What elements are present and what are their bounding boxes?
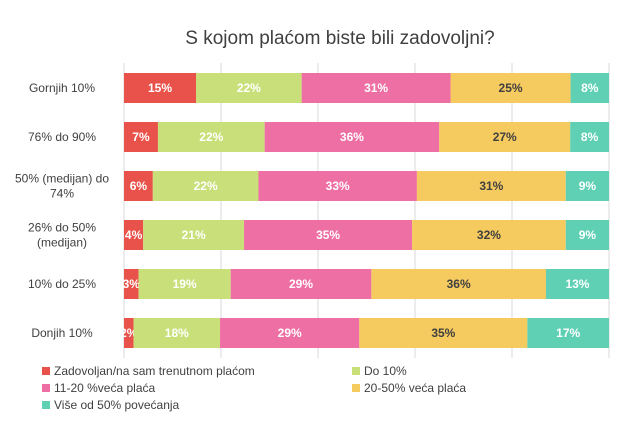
bar-segment bbox=[301, 73, 451, 103]
data-label: 9% bbox=[579, 228, 597, 242]
data-label: 22% bbox=[237, 81, 261, 95]
bar-segment bbox=[545, 269, 609, 299]
data-label: 3% bbox=[123, 277, 141, 291]
bar-segment bbox=[124, 73, 197, 103]
data-label: 32% bbox=[477, 228, 501, 242]
bar-segment bbox=[244, 220, 413, 250]
data-label: 36% bbox=[447, 277, 471, 291]
bar-segment bbox=[124, 318, 134, 348]
category-labels: Gornjih 10% 76% do 90% 50% (medijan) do 74%… bbox=[15, 81, 109, 340]
legend-swatch bbox=[42, 367, 50, 375]
bar-segment bbox=[138, 269, 231, 299]
bar-segment bbox=[412, 220, 566, 250]
legend-label: Zadovoljan/na sam trenutnom plaćom bbox=[54, 364, 255, 378]
bar-segment bbox=[359, 318, 528, 348]
bar-segment bbox=[124, 269, 139, 299]
data-label: 13% bbox=[565, 277, 589, 291]
data-label: 15% bbox=[148, 81, 172, 95]
legend-swatch bbox=[352, 384, 360, 392]
bar-segment bbox=[124, 171, 153, 201]
category-label: Donjih 10% bbox=[31, 326, 93, 340]
bar-segment bbox=[450, 73, 571, 103]
category-label: Gornjih 10% bbox=[29, 81, 95, 95]
data-label: 2% bbox=[120, 326, 138, 340]
data-label: 27% bbox=[493, 130, 517, 144]
data-label: 17% bbox=[556, 326, 580, 340]
legend-label: 11-20 %veća plaća bbox=[54, 381, 156, 395]
bar-segment bbox=[570, 122, 609, 152]
data-label: 29% bbox=[289, 277, 313, 291]
data-label: 25% bbox=[499, 81, 523, 95]
data-label: 8% bbox=[581, 81, 599, 95]
bar-segment bbox=[371, 269, 546, 299]
legend-swatch bbox=[42, 384, 50, 392]
data-label: 6% bbox=[130, 179, 148, 193]
legend-swatch bbox=[42, 401, 50, 409]
bar-segment bbox=[565, 171, 609, 201]
gridlines bbox=[123, 63, 610, 358]
bar-segment bbox=[157, 122, 265, 152]
legend-label: 20-50% veća plaća bbox=[364, 381, 466, 395]
bar-segment bbox=[230, 269, 372, 299]
data-label: 33% bbox=[326, 179, 350, 193]
category-label: 10% do 25% bbox=[28, 277, 96, 291]
bar-segment bbox=[196, 73, 302, 103]
bar-segment bbox=[220, 318, 360, 348]
bar-segment bbox=[152, 171, 259, 201]
data-label: 31% bbox=[479, 179, 503, 193]
bar-segment bbox=[133, 318, 221, 348]
bars: 15% 22% 31% 25% 8% 7% 22% 36% 27% 8% 6% 22% 33% 31% 9%… bbox=[120, 73, 609, 348]
data-label: 29% bbox=[278, 326, 302, 340]
bar-segment bbox=[565, 220, 609, 250]
category-label: 76% do 90% bbox=[28, 130, 96, 144]
data-label: 7% bbox=[132, 130, 150, 144]
data-label: 22% bbox=[194, 179, 218, 193]
data-label: 9% bbox=[579, 179, 597, 193]
data-label: 4% bbox=[125, 228, 143, 242]
bar-segment bbox=[264, 122, 440, 152]
chart-title: S kojom plaćom biste bili zadovoljni? bbox=[185, 28, 494, 49]
bar-segment bbox=[124, 122, 158, 152]
data-label: 35% bbox=[431, 326, 455, 340]
data-label: 35% bbox=[316, 228, 340, 242]
category-label: 26% do 50% (medijan) bbox=[28, 221, 96, 250]
bar-segment bbox=[258, 171, 417, 201]
legend-swatch bbox=[352, 367, 360, 375]
bar-segment bbox=[124, 220, 144, 250]
legend-label: Više od 50% povećanja bbox=[54, 398, 180, 412]
data-label: 8% bbox=[581, 130, 599, 144]
data-label: 31% bbox=[364, 81, 388, 95]
data-label: 36% bbox=[340, 130, 364, 144]
bar-segment bbox=[143, 220, 245, 250]
bar-segment bbox=[439, 122, 571, 152]
data-label: 18% bbox=[165, 326, 189, 340]
bar-segment bbox=[527, 318, 609, 348]
category-label: 50% (medijan) do 74% bbox=[15, 172, 109, 201]
bar-segment bbox=[570, 73, 609, 103]
data-label: 19% bbox=[173, 277, 197, 291]
legend-label: Do 10% bbox=[364, 364, 407, 378]
data-label: 21% bbox=[182, 228, 206, 242]
bar-segment bbox=[416, 171, 566, 201]
data-label: 22% bbox=[199, 130, 223, 144]
legend: Zadovoljan/na sam trenutnom plaćom Do 10%… bbox=[42, 364, 466, 412]
